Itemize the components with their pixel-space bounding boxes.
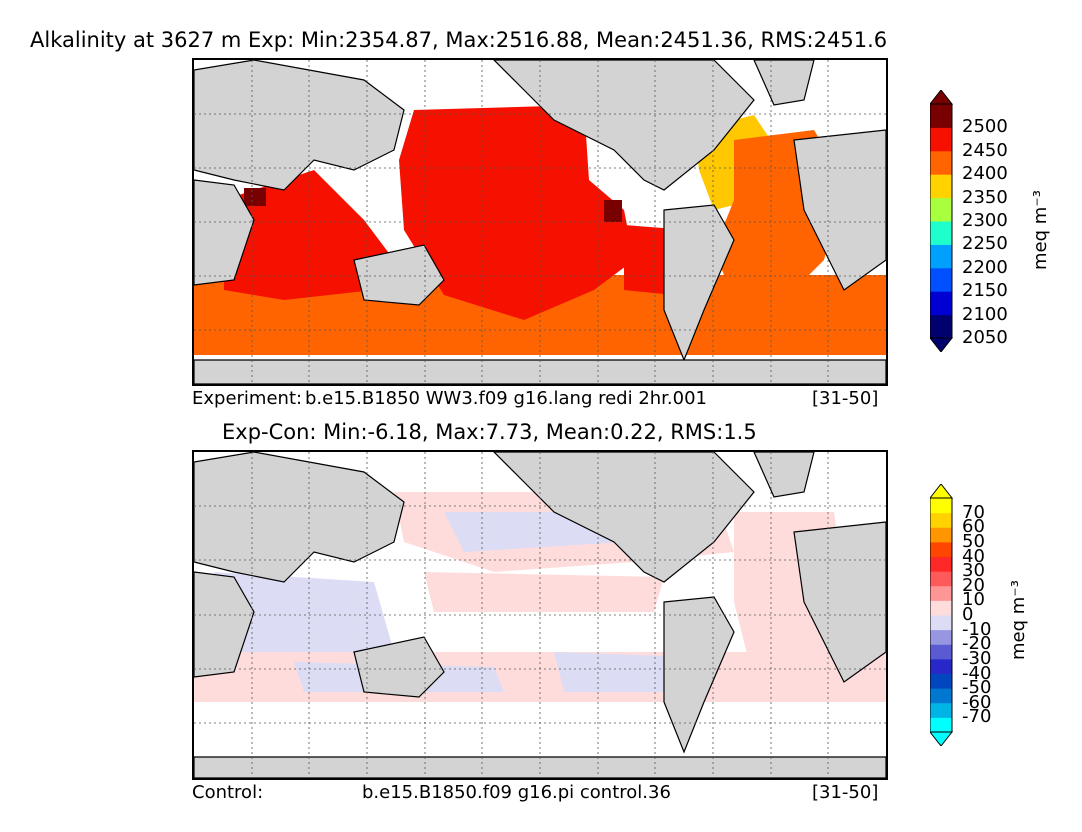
colorbar-tick-label: 40: [962, 545, 985, 567]
land-australia: [353, 244, 445, 306]
land-australia: [353, 636, 445, 698]
panel2-footer-case: b.e15.B1850.f09 g16.pi control.36: [362, 782, 671, 803]
colorbar-swatch: [930, 673, 952, 689]
land-eurasia-west: [194, 452, 405, 583]
colorbar-swatch: [930, 541, 952, 557]
colorbar-tick-label: 2450: [962, 139, 1008, 161]
panel1-map: [192, 58, 888, 386]
panel1-map-svg: [194, 60, 886, 384]
panel2-footer-label: Control:: [192, 782, 264, 803]
panel1-grid: [194, 60, 886, 384]
colorbar-tick-label: -20: [962, 633, 992, 655]
panel2-title: Exp-Con: Min:-6.18, Max:7.73, Mean:0.22,…: [222, 420, 757, 444]
diff-negative-south: [214, 572, 394, 662]
colorbar-swatch: [930, 267, 952, 292]
panel2-grid: [194, 452, 886, 778]
colorbar-swatch: [930, 556, 952, 572]
colorbar-swatch: [930, 527, 952, 543]
panel1-colorbar: [930, 90, 954, 352]
colorbar-swatch: [930, 615, 952, 631]
colorbar-tick-label: -10: [962, 618, 992, 640]
colorbar-swatch: [930, 150, 952, 175]
colorbar-swatch: [930, 644, 952, 660]
colorbar-tick-label: -40: [962, 662, 992, 684]
colorbar-tick-label: 2500: [962, 116, 1008, 138]
panel2-footer-years: [31-50]: [812, 782, 879, 803]
land-south-america: [663, 204, 735, 362]
land-south-america: [663, 596, 735, 754]
colorbar-swatch: [930, 127, 952, 152]
colorbar-swatch: [930, 221, 952, 245]
colorbar-tick-label: 70: [962, 501, 985, 523]
land-africa: [194, 571, 255, 678]
colorbar-swatch: [930, 498, 952, 514]
colorbar-extend-high: [930, 484, 954, 499]
colorbar-swatch: [930, 688, 952, 704]
land-greenland: [753, 60, 815, 106]
panel1-footer-years: [31-50]: [812, 388, 879, 409]
high-alk-patch-1: [244, 188, 266, 206]
panel1-title: Alkalinity at 3627 m Exp: Min:2354.87, M…: [30, 28, 888, 52]
colorbar-swatch: [930, 174, 952, 199]
colorbar-extend-low: [930, 731, 954, 746]
colorbar-swatch: [930, 244, 952, 269]
colorbar-tick-label: 60: [962, 516, 985, 538]
diff-negative-southern: [554, 652, 694, 692]
land-eurasia-west: [194, 60, 405, 191]
colorbar-tick-label: 0: [962, 604, 974, 625]
colorbar-swatch: [930, 600, 952, 616]
land-north-america: [493, 60, 755, 191]
colorbar-tick-label: -50: [962, 677, 992, 699]
colorbar-tick-label: -30: [962, 647, 992, 669]
colorbar-swatch: [930, 717, 952, 733]
colorbar-tick-label: 2150: [962, 280, 1008, 302]
colorbar-swatch: [930, 512, 952, 528]
colorbar-outline: [930, 497, 953, 733]
colorbar-swatch: [930, 571, 952, 587]
colorbar-tick-label: 2050: [962, 327, 1008, 348]
colorbar-tick-label: 50: [962, 530, 985, 552]
panel1-colorbar-unit: meq m⁻³: [1030, 189, 1051, 270]
colorbar-swatch: [930, 314, 952, 339]
land-greenland: [753, 452, 815, 498]
colorbar-outline: [930, 103, 953, 339]
land-africa: [194, 179, 255, 286]
colorbar-swatch: [930, 291, 952, 316]
colorbar-tick-label: 2400: [962, 163, 1008, 185]
colorbar-extend-high: [930, 90, 954, 105]
land-africa-east: [793, 129, 886, 291]
colorbar-tick-label: -70: [962, 706, 992, 728]
colorbar-swatch: [930, 658, 952, 674]
panel2-map: [192, 450, 888, 780]
colorbar-tick-label: 2200: [962, 256, 1008, 278]
colorbar-tick-label: 30: [962, 560, 985, 582]
colorbar-tick-label: 10: [962, 589, 985, 611]
colorbar-swatch: [930, 197, 952, 222]
diff-positive-tropics: [424, 572, 664, 612]
pacific-region: [399, 105, 634, 320]
panel2-colorbar-unit: meq m⁻³: [1008, 579, 1029, 660]
colorbar-swatch: [930, 104, 952, 128]
colorbar-swatch: [930, 585, 952, 601]
high-alk-patch-2: [604, 200, 622, 222]
panel2-colorbar: [930, 484, 954, 746]
colorbar-tick-label: 2100: [962, 303, 1008, 325]
colorbar-extend-low: [930, 337, 954, 352]
colorbar-swatch: [930, 702, 952, 718]
panel1-footer-case: b.e15.B1850 WW3.f09 g16.lang redi 2hr.00…: [305, 388, 708, 409]
land-africa-east: [793, 521, 886, 683]
land-north-america: [493, 452, 755, 583]
panel1-footer-label: Experiment:: [192, 388, 303, 409]
panel2-map-svg: [194, 452, 886, 778]
colorbar-tick-label: 20: [962, 574, 985, 596]
colorbar-tick-label: 2250: [962, 233, 1008, 255]
colorbar-tick-label: -60: [962, 691, 992, 713]
colorbar-tick-label: 2300: [962, 210, 1008, 231]
colorbar-tick-label: 2350: [962, 186, 1008, 208]
colorbar-swatch: [930, 629, 952, 645]
